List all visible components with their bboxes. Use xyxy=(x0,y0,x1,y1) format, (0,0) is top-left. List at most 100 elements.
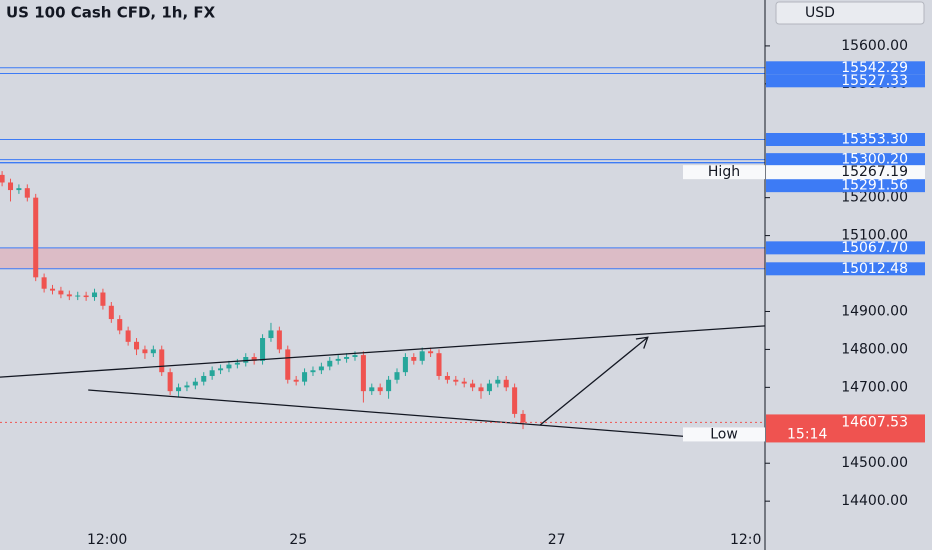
candle-body xyxy=(318,366,324,371)
candle-body xyxy=(150,349,156,354)
candle-body xyxy=(495,379,501,384)
x-tick-label: 12:0 xyxy=(730,532,761,548)
candle-body xyxy=(419,351,425,361)
zone-label-box xyxy=(766,262,925,276)
last-price-label: 14607.53 xyxy=(841,414,908,430)
candle-body xyxy=(0,174,5,183)
trend-line xyxy=(88,389,733,441)
candle-body xyxy=(176,387,182,392)
extreme-tag-box xyxy=(683,427,765,442)
candle-body xyxy=(394,372,400,380)
zone-label: 15012.48 xyxy=(841,261,908,277)
candle-body xyxy=(268,330,274,339)
y-tick-label: 14500.00 xyxy=(841,455,908,471)
candle-body xyxy=(461,381,467,384)
level-label-box xyxy=(766,74,925,88)
candle-body xyxy=(159,349,165,373)
candle-body xyxy=(218,368,224,371)
candle-body xyxy=(310,370,316,373)
currency: USD xyxy=(805,5,835,21)
candle-body xyxy=(100,292,106,306)
extreme-tag: Low xyxy=(710,426,738,442)
candle-body xyxy=(226,364,232,369)
candle-body xyxy=(335,358,341,361)
level-label-box xyxy=(766,61,925,75)
candle-body xyxy=(75,295,81,297)
plot-area xyxy=(0,67,765,441)
level-label-box xyxy=(766,179,925,193)
candle-body xyxy=(125,330,131,342)
level-label: 15527.33 xyxy=(841,73,908,89)
extreme-value-box xyxy=(766,165,925,180)
candle-body xyxy=(92,292,98,298)
candle-body xyxy=(444,375,450,380)
y-tick-label: 14900.00 xyxy=(841,303,908,319)
price-axis: 15600.0015500.0015200.0015100.0014900.00… xyxy=(683,38,925,509)
candle-body xyxy=(411,357,417,361)
chart-title: US 100 Cash CFD, 1h, FX xyxy=(6,4,216,22)
candle-body xyxy=(49,288,56,291)
candle-body xyxy=(16,188,22,191)
extreme-tag: High xyxy=(708,164,740,180)
candle-body xyxy=(234,362,240,365)
y-tick-label: 15200.00 xyxy=(841,190,908,206)
candle-body xyxy=(512,387,518,414)
candle-body xyxy=(201,375,207,382)
candle-body xyxy=(436,353,442,376)
candle-body xyxy=(167,372,173,392)
candle-body xyxy=(377,387,383,392)
level-label: 15542.29 xyxy=(841,60,908,76)
candle-body xyxy=(360,355,366,392)
candle-body xyxy=(386,379,392,392)
level-label-box xyxy=(766,132,925,146)
level-label-box xyxy=(766,153,925,167)
candle-body xyxy=(184,385,190,388)
y-tick-label: 15100.00 xyxy=(841,228,908,244)
candle-body xyxy=(293,379,299,382)
candle-body xyxy=(117,319,123,331)
zone-label: 15067.70 xyxy=(841,240,908,256)
arrow-head xyxy=(635,336,649,349)
candle-body xyxy=(478,387,484,392)
candle-body xyxy=(83,295,89,298)
countdown: 15:14 xyxy=(787,426,827,442)
trend-line xyxy=(0,325,765,378)
x-tick-label: 12:00 xyxy=(87,532,127,548)
candle-body xyxy=(369,387,375,392)
candle-body xyxy=(41,277,47,289)
candle-body xyxy=(352,355,358,358)
last-price-box xyxy=(766,414,925,443)
candle-body xyxy=(276,330,282,350)
candle-body xyxy=(428,351,434,354)
level-label: 15353.30 xyxy=(841,131,908,147)
candle-body xyxy=(134,341,140,350)
candle-body xyxy=(302,372,308,382)
y-tick-label: 14400.00 xyxy=(841,493,908,509)
y-tick-label: 15600.00 xyxy=(841,38,908,54)
candle-body xyxy=(285,349,291,380)
extreme-value: 15267.19 xyxy=(841,164,908,180)
zone xyxy=(0,247,765,269)
arrow-line xyxy=(539,336,649,426)
zone-label-box xyxy=(766,241,925,255)
candle-body xyxy=(192,381,198,386)
candle-body xyxy=(33,197,39,278)
candle-body xyxy=(520,413,526,423)
candle-body xyxy=(344,357,350,359)
currency-box[interactable] xyxy=(775,1,925,25)
candle-body xyxy=(260,338,266,361)
candle-body xyxy=(486,383,492,392)
y-tick-label: 14700.00 xyxy=(841,379,908,395)
candle-body xyxy=(66,294,72,297)
candle-body xyxy=(453,379,459,382)
candle-body xyxy=(7,182,14,191)
candle-body xyxy=(327,360,333,367)
candle-body xyxy=(58,290,64,295)
candle-body xyxy=(251,357,257,361)
candle-body xyxy=(503,379,509,388)
candle-body xyxy=(209,370,215,376)
extreme-tag-box xyxy=(683,165,765,180)
y-tick-label: 14800.00 xyxy=(841,341,908,357)
candle-body xyxy=(243,357,249,363)
